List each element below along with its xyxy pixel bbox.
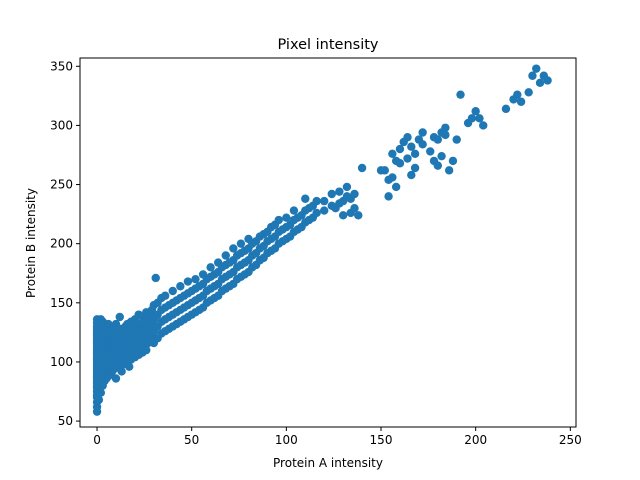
data-point	[350, 189, 359, 199]
data-point	[471, 107, 480, 116]
data-point	[388, 173, 397, 182]
data-point	[282, 213, 291, 222]
y-tick-label: 250	[50, 178, 73, 192]
data-point	[528, 71, 537, 80]
data-point	[441, 130, 450, 140]
data-point	[338, 211, 348, 220]
data-point	[111, 374, 121, 383]
data-point	[418, 140, 427, 149]
data-point	[115, 312, 124, 322]
data-point	[403, 133, 412, 142]
data-point	[384, 192, 393, 201]
data-point	[437, 151, 446, 161]
data-point	[206, 263, 215, 272]
data-point	[513, 90, 522, 99]
data-point	[407, 170, 416, 180]
data-point	[320, 196, 329, 206]
x-tick-label: 150	[370, 433, 393, 447]
data-point	[543, 76, 552, 85]
data-point	[403, 154, 412, 163]
x-tick-label: 250	[559, 433, 582, 447]
data-point	[410, 149, 420, 158]
data-point	[535, 78, 545, 88]
axes-frame	[79, 57, 577, 428]
data-point	[388, 149, 397, 158]
data-point	[327, 189, 336, 199]
x-tick-label: 0	[93, 433, 101, 447]
data-point	[444, 166, 454, 175]
data-point	[335, 187, 344, 196]
data-point	[433, 135, 442, 144]
data-point	[448, 156, 458, 166]
data-point	[501, 104, 511, 114]
data-point	[221, 251, 230, 260]
data-point	[151, 273, 160, 283]
data-point	[312, 196, 321, 206]
chart-title: Pixel intensity	[277, 37, 378, 53]
data-point	[142, 345, 151, 355]
data-point	[301, 194, 310, 203]
data-point	[350, 204, 359, 213]
data-point	[426, 147, 435, 156]
data-point	[532, 64, 541, 73]
data-point	[176, 282, 185, 291]
x-tick-label: 200	[464, 433, 487, 447]
data-point	[357, 163, 367, 173]
data-point	[467, 114, 477, 123]
data-point	[320, 206, 329, 215]
y-tick-label: 100	[50, 355, 73, 369]
x-tick-label: 50	[184, 433, 199, 447]
y-axis-ticks: 50 100 150 200 250 300 350	[50, 59, 80, 428]
data-point	[191, 274, 200, 284]
data-point	[410, 163, 420, 173]
data-point	[94, 395, 104, 404]
y-tick-label: 200	[50, 237, 73, 251]
data-point	[168, 286, 177, 296]
data-point	[418, 128, 427, 137]
y-tick-label: 50	[58, 414, 73, 428]
data-point	[475, 114, 484, 123]
data-point	[229, 244, 238, 253]
data-point	[441, 123, 450, 132]
y-tick-label: 300	[50, 118, 73, 132]
y-tick-label: 150	[50, 296, 73, 310]
data-point	[380, 166, 389, 175]
data-point	[516, 97, 526, 106]
data-point	[96, 388, 106, 397]
data-point	[125, 362, 134, 371]
data-point	[395, 144, 405, 154]
data-point	[407, 142, 416, 151]
data-point	[452, 135, 461, 144]
y-tick-label: 350	[50, 59, 73, 73]
x-axis-label: Protein A intensity	[273, 456, 383, 470]
data-point	[236, 239, 246, 248]
y-axis-label: Protein B intensity	[24, 188, 38, 298]
data-point	[479, 121, 488, 130]
data-point	[289, 206, 299, 215]
data-point	[524, 88, 533, 97]
points-layer	[92, 64, 552, 416]
data-point	[274, 215, 283, 225]
data-point	[183, 277, 193, 286]
data-point	[456, 90, 465, 99]
data-point	[433, 161, 442, 170]
data-point	[395, 159, 405, 168]
data-point	[160, 291, 170, 300]
data-point	[391, 182, 401, 192]
data-point	[117, 367, 126, 376]
data-point	[354, 211, 363, 220]
x-axis-ticks: 0 50 100 150 200 250	[93, 427, 582, 447]
data-point	[342, 182, 352, 192]
data-point	[312, 208, 321, 218]
x-tick-label: 100	[275, 433, 298, 447]
